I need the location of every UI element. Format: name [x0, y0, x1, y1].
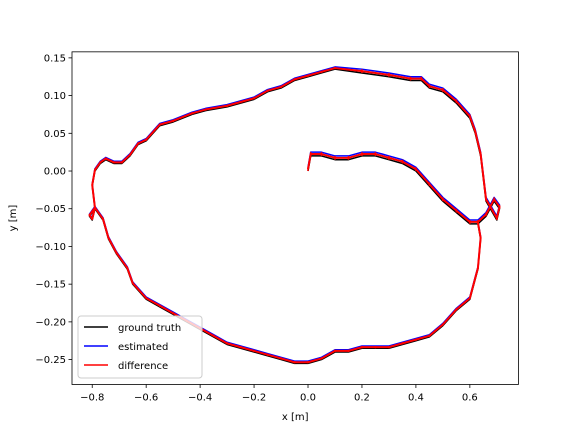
legend: ground truth estimated difference [77, 315, 203, 379]
legend-label-estimated: estimated [118, 342, 168, 353]
y-tick-label: 0.00 [44, 167, 66, 178]
x-tick-label: −0.2 [242, 392, 266, 403]
y-tick-label: −0.20 [35, 317, 66, 328]
y-tick-label: 0.10 [44, 91, 66, 102]
legend-frame [77, 315, 203, 379]
x-tick-label: −0.6 [134, 392, 158, 403]
axes-border [71, 51, 519, 385]
ticks-layer: −0.8 −0.6 −0.4 −0.2 0.0 0.2 0.4 0.6 0.15 0.10 0.05… [35, 53, 477, 403]
y-tick-label: −0.05 [35, 204, 66, 215]
x-tick-label: 0.4 [408, 392, 424, 403]
y-tick-label: −0.15 [35, 280, 66, 291]
series-estimated-line [88, 66, 501, 362]
series-ground-truth-line [88, 68, 501, 365]
y-axis-label: y [m] [8, 205, 19, 232]
legend-label-ground-truth: ground truth [118, 323, 181, 334]
x-tick-label: 0.0 [300, 392, 316, 403]
legend-label-difference: difference [118, 361, 168, 372]
x-tick-label: −0.4 [188, 392, 212, 403]
y-tick-label: 0.05 [44, 129, 66, 140]
x-tick-label: 0.6 [462, 392, 478, 403]
x-axis-label: x [m] [282, 412, 309, 423]
series-difference-line [88, 67, 501, 364]
y-tick-label: −0.25 [35, 355, 66, 366]
x-tick-label: −0.8 [80, 392, 104, 403]
y-tick-label: −0.10 [35, 242, 66, 253]
y-tick-label: 0.15 [44, 53, 66, 64]
axes-frame [71, 51, 519, 385]
x-tick-label: 0.2 [354, 392, 370, 403]
